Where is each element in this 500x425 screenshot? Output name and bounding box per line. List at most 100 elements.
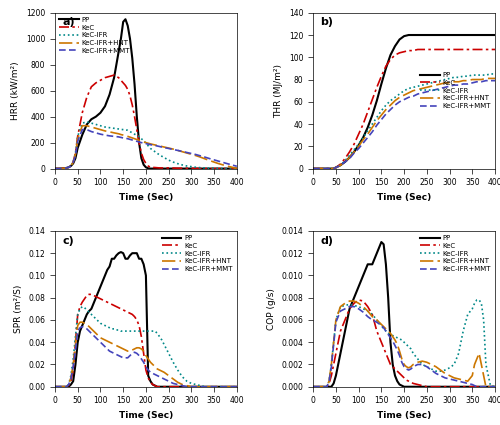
KeC-IFR+HNT — [330, 166, 336, 171]
Line: PP: PP — [55, 252, 237, 387]
KeC — [161, 165, 167, 170]
Y-axis label: SPR (m²/S): SPR (m²/S) — [14, 285, 22, 333]
KeC — [124, 310, 130, 315]
KeC-IFR+MMT — [328, 166, 334, 171]
PP — [446, 32, 452, 37]
KeC-IFR — [383, 329, 389, 334]
PP — [322, 166, 328, 171]
KeC-IFR+MMT — [102, 344, 108, 349]
KeC-IFR+HNT — [124, 348, 130, 354]
KeC-IFR+MMT — [456, 82, 462, 88]
KeC-IFR — [234, 166, 240, 171]
KeC-IFR — [478, 73, 484, 78]
KeC-IFR+HNT — [326, 166, 332, 171]
KeC — [310, 166, 316, 171]
KeC-IFR+HNT — [410, 88, 416, 93]
KeC-IFR+HNT — [314, 166, 320, 171]
PP — [106, 92, 112, 97]
PP — [406, 32, 411, 37]
KeC — [460, 47, 466, 52]
KeC-IFR+MMT — [322, 166, 328, 171]
Line: KeC: KeC — [55, 295, 237, 387]
KeC — [326, 166, 332, 171]
KeC-IFR+MMT — [492, 384, 498, 389]
KeC-IFR — [174, 161, 180, 166]
KeC — [396, 50, 402, 55]
KeC-IFR+MMT — [451, 82, 457, 88]
KeC-IFR — [84, 119, 90, 125]
KeC-IFR — [330, 166, 336, 171]
PP — [342, 159, 348, 164]
KeC — [234, 166, 240, 171]
KeC-IFR+HNT — [77, 320, 83, 325]
KeC — [333, 165, 339, 170]
KeC-IFR — [338, 304, 344, 309]
PP — [433, 32, 439, 37]
KeC-IFR+MMT — [98, 340, 103, 345]
KeC-IFR — [364, 128, 370, 133]
KeC-IFR+HNT — [433, 364, 439, 369]
KeC-IFR+HNT — [328, 166, 334, 171]
KeC-IFR+HNT — [492, 384, 498, 389]
Y-axis label: COP (g/s): COP (g/s) — [267, 288, 276, 330]
KeC — [356, 298, 362, 303]
KeC — [446, 47, 452, 52]
PP — [424, 32, 430, 37]
KeC-IFR — [310, 166, 316, 171]
PP — [338, 351, 344, 356]
PP — [310, 166, 316, 171]
PP — [378, 240, 384, 245]
KeC-IFR+HNT — [428, 84, 434, 89]
KeC-IFR+HNT — [474, 77, 480, 82]
KeC-IFR+HNT — [424, 85, 430, 90]
KeC-IFR — [374, 115, 380, 120]
KeC-IFR+MMT — [492, 78, 498, 83]
KeC — [370, 97, 376, 102]
KeC-IFR+MMT — [410, 94, 416, 99]
KeC-IFR+HNT — [346, 298, 352, 303]
KeC-IFR+MMT — [346, 304, 352, 309]
PP — [161, 166, 167, 171]
PP — [234, 166, 240, 171]
KeC-IFR — [446, 76, 452, 81]
Line: KeC-IFR: KeC-IFR — [55, 306, 237, 387]
KeC-IFR+HNT — [356, 144, 362, 149]
KeC-IFR+HNT — [406, 91, 411, 96]
KeC-IFR+HNT — [174, 148, 180, 153]
KeC — [464, 47, 470, 52]
KeC-IFR+HNT — [401, 93, 407, 98]
KeC-IFR+MMT — [370, 129, 376, 134]
PP — [378, 82, 384, 87]
KeC — [52, 384, 58, 389]
X-axis label: Time (Sec): Time (Sec) — [119, 411, 173, 420]
KeC-IFR — [320, 166, 326, 171]
KeC-IFR — [333, 165, 339, 170]
KeC — [474, 47, 480, 52]
KeC-IFR+HNT — [234, 384, 240, 389]
KeC-IFR+HNT — [385, 329, 391, 334]
PP — [420, 32, 426, 37]
KeC-IFR+MMT — [130, 351, 136, 356]
KeC — [438, 47, 444, 52]
KeC-IFR+MMT — [338, 309, 344, 314]
KeC-IFR+MMT — [174, 148, 180, 153]
KeC-IFR+MMT — [446, 84, 452, 89]
PP — [320, 166, 326, 171]
KeC-IFR+HNT — [370, 125, 376, 130]
KeC-IFR — [438, 78, 444, 83]
PP — [122, 17, 128, 22]
KeC-IFR+HNT — [483, 76, 489, 81]
KeC-IFR+HNT — [406, 365, 411, 370]
PP — [406, 384, 411, 389]
KeC — [360, 122, 366, 127]
Line: KeC-IFR: KeC-IFR — [313, 74, 495, 169]
X-axis label: Time (Sec): Time (Sec) — [119, 193, 173, 202]
KeC — [406, 48, 411, 53]
KeC-IFR — [324, 166, 330, 171]
KeC-IFR — [451, 75, 457, 80]
PP — [174, 166, 180, 171]
KeC — [428, 47, 434, 52]
KeC-IFR+MMT — [342, 159, 348, 164]
Text: a): a) — [62, 17, 75, 28]
KeC — [234, 384, 240, 389]
